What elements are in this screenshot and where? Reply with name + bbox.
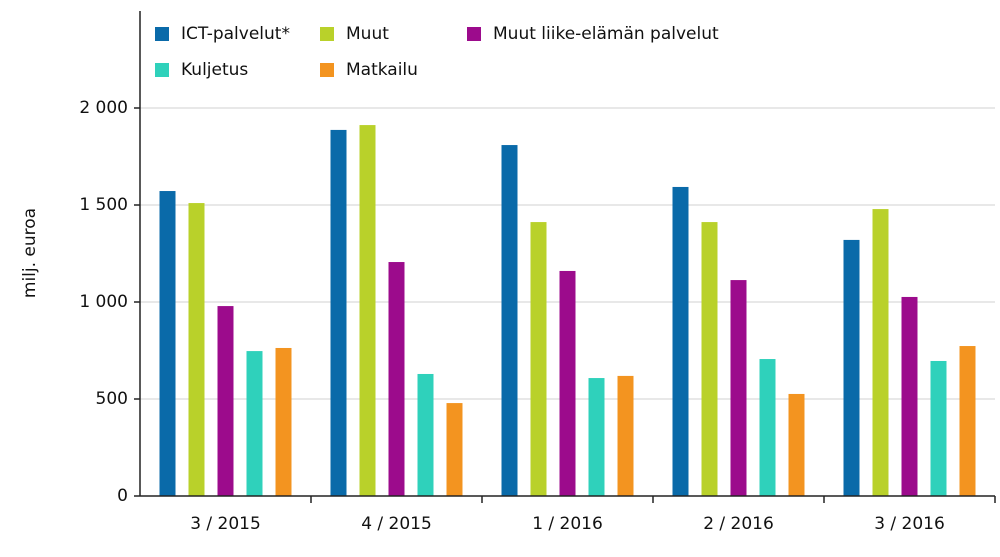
legend-label: Muut (346, 24, 389, 44)
bar (275, 347, 292, 496)
bar (246, 351, 263, 496)
y-axis-label: milj. euroa (20, 208, 40, 298)
bar (788, 393, 805, 496)
x-tick-label: 2 / 2016 (703, 514, 774, 534)
legend-swatch (320, 27, 334, 41)
bar (217, 306, 234, 496)
legend-swatch (155, 27, 169, 41)
bar (588, 378, 605, 496)
bar (388, 262, 405, 496)
legend-swatch (320, 63, 334, 77)
legend-swatch (155, 63, 169, 77)
legend-label: ICT-palvelut* (181, 24, 290, 44)
bar (559, 270, 576, 496)
x-tick-label: 3 / 2015 (190, 514, 261, 534)
x-tick-label: 4 / 2015 (361, 514, 432, 534)
bar (730, 280, 747, 496)
legend-label: Kuljetus (181, 60, 248, 80)
bar (872, 209, 889, 496)
bar (701, 222, 718, 496)
bar (617, 375, 634, 496)
bar (959, 346, 976, 496)
legend-label: Muut liike-elämän palvelut (493, 24, 719, 44)
bar (672, 186, 689, 496)
bar (417, 373, 434, 496)
bar (446, 403, 463, 496)
bar (159, 191, 176, 497)
legend-swatch (467, 27, 481, 41)
y-tick-label: 500 (96, 389, 128, 409)
bar (843, 239, 860, 497)
legend-label: Matkailu (346, 60, 418, 80)
y-tick-label: 1 500 (79, 195, 128, 215)
bar (930, 360, 947, 496)
y-tick-label: 0 (117, 486, 128, 506)
bar (330, 129, 347, 496)
bar (901, 296, 918, 496)
x-tick-label: 1 / 2016 (532, 514, 603, 534)
bar (359, 125, 376, 497)
bar (759, 359, 776, 496)
x-tick-label: 3 / 2016 (874, 514, 945, 534)
y-tick-label: 2 000 (79, 98, 128, 118)
bar (530, 222, 547, 496)
y-tick-label: 1 000 (79, 292, 128, 312)
bar (501, 145, 518, 496)
bar (188, 203, 205, 496)
